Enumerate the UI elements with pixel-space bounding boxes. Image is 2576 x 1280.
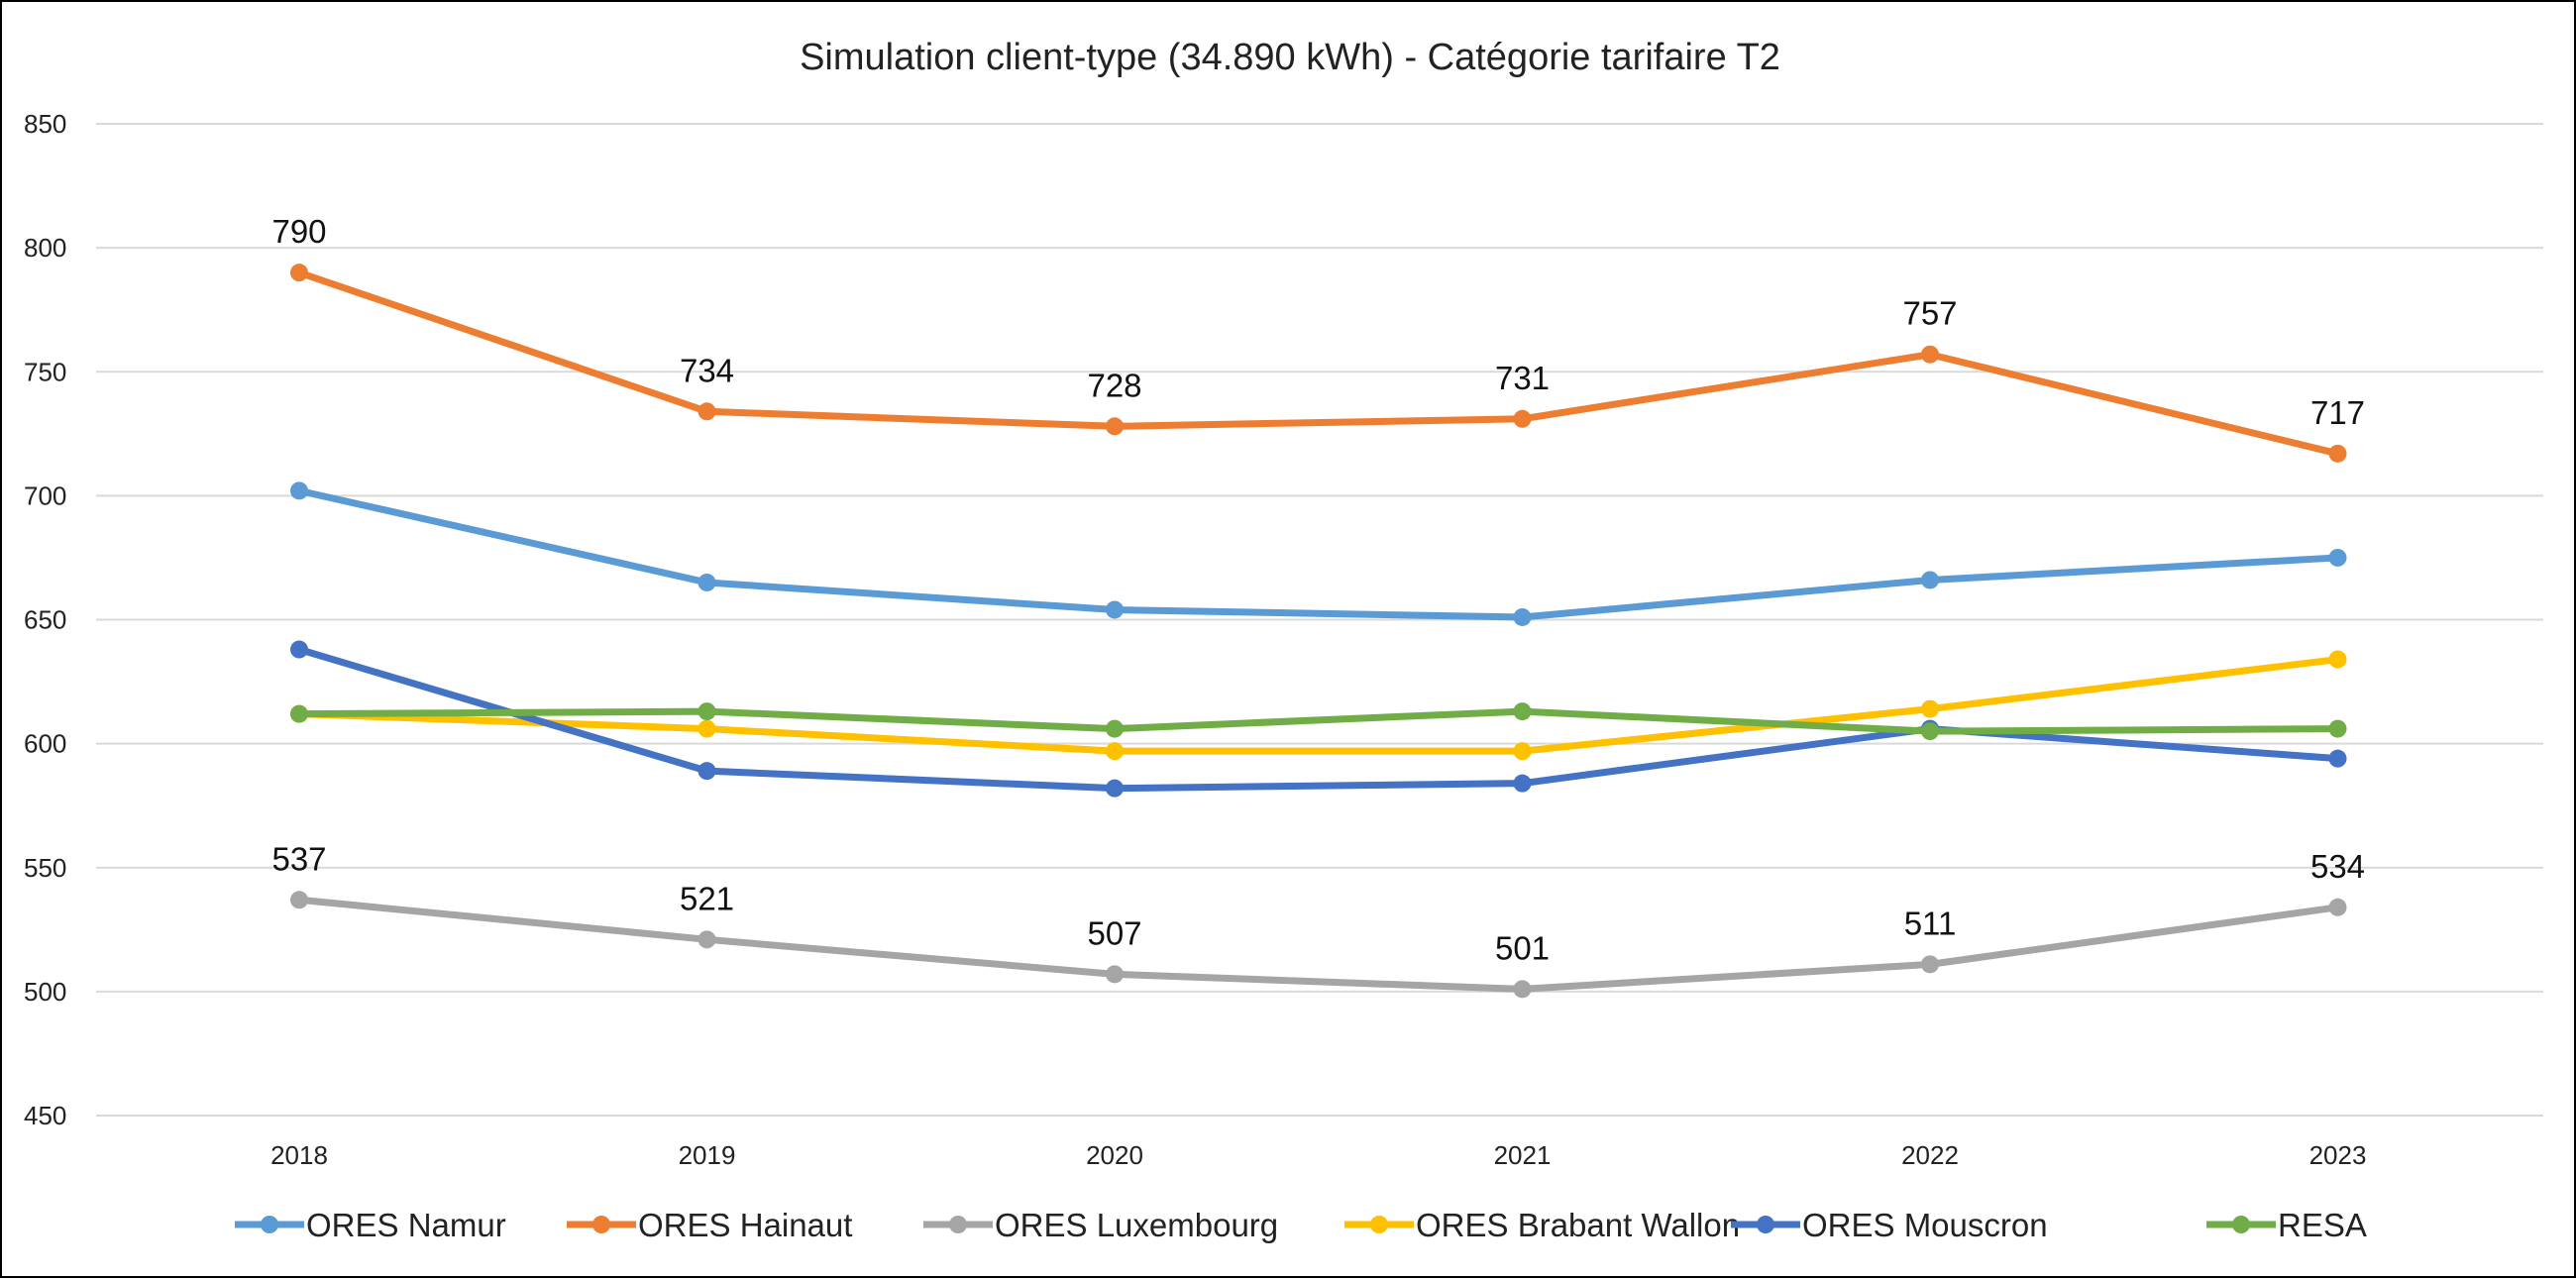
data-label: 734 [680, 352, 734, 388]
legend: ORES Namur ORES Hainaut ORES Luxembourg ORE… [235, 1207, 2367, 1243]
data-point [1921, 722, 1939, 741]
data-point [1513, 607, 1532, 626]
series-ores-namur [290, 481, 2347, 626]
data-label: 757 [1902, 295, 1957, 332]
data-point [1921, 699, 1939, 718]
data-label: 717 [2310, 394, 2365, 431]
data-point [698, 930, 716, 949]
data-point [698, 573, 716, 591]
data-point [698, 762, 716, 781]
x-tick-label: 2020 [1086, 1140, 1143, 1170]
y-axis: 450 500 550 600 650 700 750 800 850 [24, 109, 66, 1130]
legend-item[interactable]: ORES Hainaut [567, 1207, 852, 1243]
y-tick-label: 600 [24, 729, 66, 759]
data-label: 534 [2310, 848, 2365, 885]
data-point [2328, 749, 2347, 768]
legend-item[interactable]: ORES Luxembourg [923, 1207, 1278, 1243]
data-point [2328, 898, 2347, 916]
y-tick-label: 750 [24, 357, 66, 386]
series-line [297, 268, 2339, 458]
data-point [1106, 719, 1124, 738]
data-point [1513, 742, 1532, 761]
data-point [1921, 955, 1939, 974]
data-label: 790 [271, 213, 326, 250]
legend-item[interactable]: RESA [2206, 1207, 2367, 1243]
legend-marker-icon [592, 1216, 610, 1233]
legend-item[interactable]: ORES Mouscron [1731, 1207, 2048, 1243]
y-tick-label: 650 [24, 605, 66, 635]
legend-marker-icon [1757, 1216, 1774, 1233]
data-point [1513, 409, 1532, 428]
y-tick-label: 450 [24, 1101, 66, 1130]
series-resa [290, 702, 2347, 741]
x-tick-label: 2023 [2309, 1140, 2367, 1170]
x-tick-label: 2018 [270, 1140, 328, 1170]
data-point [1106, 417, 1124, 436]
legend-label: ORES Luxembourg [995, 1207, 1278, 1243]
series-line [298, 896, 2338, 993]
data-point [698, 402, 716, 421]
x-axis: 2018 2019 2020 2021 2022 2023 [270, 1140, 2366, 1170]
data-point [2328, 444, 2347, 463]
x-tick-label: 2019 [679, 1140, 736, 1170]
data-label: 537 [271, 840, 326, 877]
series-line [298, 707, 2338, 735]
y-tick-label: 700 [24, 480, 66, 510]
data-point [2328, 650, 2347, 669]
data-point [290, 640, 308, 659]
data-point [2328, 548, 2347, 567]
x-tick-label: 2022 [1901, 1140, 1959, 1170]
series-line [298, 656, 2338, 755]
data-point [290, 704, 308, 723]
data-point [1513, 774, 1532, 793]
data-label: 521 [680, 880, 734, 916]
series-line [298, 486, 2338, 621]
y-tick-label: 500 [24, 977, 66, 1007]
chart-title: Simulation client-type (34.890 kWh) - Ca… [800, 37, 1780, 78]
data-point [698, 719, 716, 738]
legend-item[interactable]: ORES Namur [235, 1207, 506, 1243]
legend-marker-icon [261, 1216, 278, 1233]
legend-label: ORES Hainaut [638, 1207, 852, 1243]
data-point [290, 481, 308, 500]
data-point [1106, 600, 1124, 619]
y-tick-label: 550 [24, 853, 66, 883]
legend-label: ORES Brabant Wallon [1416, 1207, 1740, 1243]
series-group [290, 264, 2347, 999]
legend-marker-icon [949, 1216, 967, 1233]
data-point [1921, 571, 1939, 589]
legend-label: RESA [2278, 1207, 2367, 1243]
data-point [1106, 742, 1124, 761]
legend-label: ORES Namur [306, 1207, 506, 1243]
gridlines [96, 123, 2543, 1117]
y-tick-label: 800 [24, 233, 66, 263]
data-point [1513, 702, 1532, 721]
y-tick-label: 850 [24, 109, 66, 139]
data-label: 507 [1087, 914, 1141, 951]
legend-marker-icon [2232, 1216, 2250, 1233]
legend-label: ORES Mouscron [1802, 1207, 2048, 1243]
data-point [290, 264, 308, 282]
data-point [290, 891, 308, 909]
legend-marker-icon [1370, 1216, 1388, 1233]
data-point [1513, 980, 1532, 999]
x-tick-label: 2021 [1494, 1140, 1552, 1170]
legend-item[interactable]: ORES Brabant Wallon [1344, 1207, 1740, 1243]
data-point [1106, 779, 1124, 798]
series-ores-hainaut [290, 264, 2347, 463]
data-point [2328, 719, 2347, 738]
data-point [1921, 345, 1939, 364]
data-label: 728 [1087, 367, 1141, 403]
series-ores-luxembourg [290, 891, 2347, 999]
data-label: 731 [1495, 360, 1550, 396]
data-label: 511 [1904, 905, 1957, 941]
data-point [698, 702, 716, 721]
data-label: 501 [1495, 929, 1550, 966]
data-labels: 790 734 728 731 757 717 537 521 507 501 511 534 [271, 213, 2365, 966]
data-point [1106, 965, 1124, 984]
